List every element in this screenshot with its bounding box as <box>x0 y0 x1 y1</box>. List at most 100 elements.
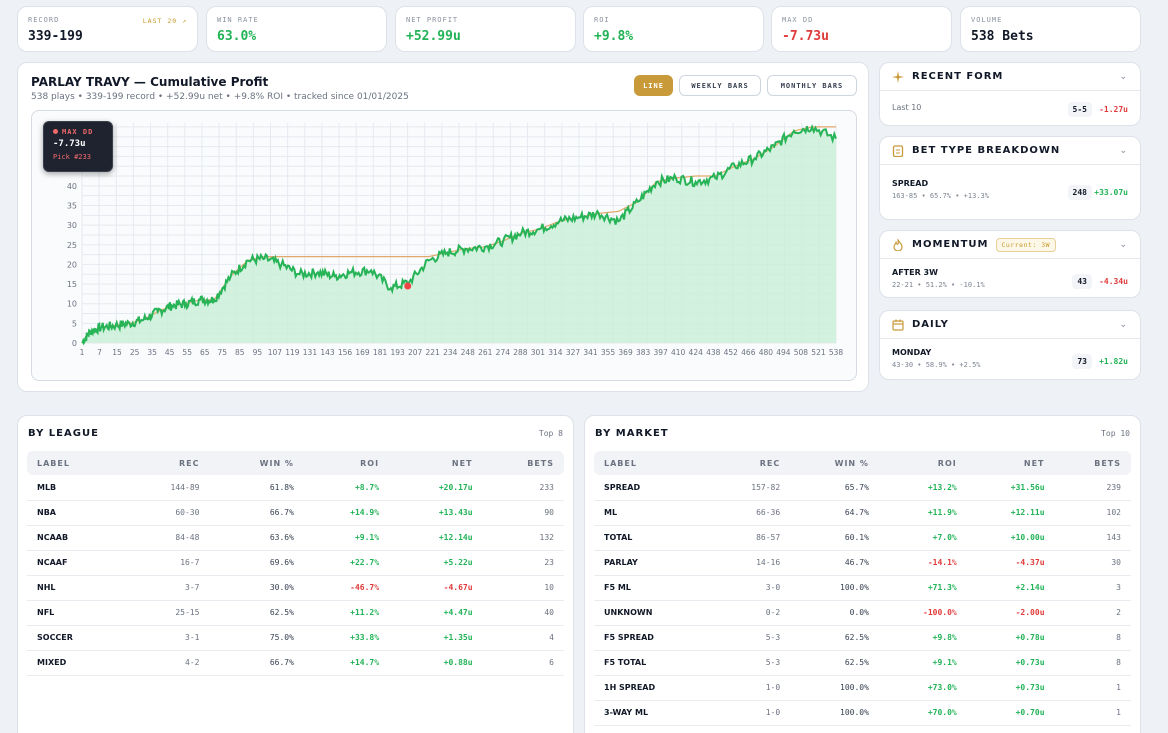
table-cell: 4 <box>482 625 564 651</box>
chevron-down-icon[interactable]: ⌄ <box>1119 145 1128 156</box>
column-header[interactable]: WIN % <box>790 451 879 475</box>
table-cell: NFL <box>27 600 125 626</box>
row-sub: 22-21 • 51.2% • -10.1% <box>892 281 985 289</box>
table-row[interactable]: 3-WAY ML 1-0 100.0% +70.0% +0.70u 1 <box>594 700 1131 726</box>
table-cell: 0.0% <box>790 600 879 626</box>
table-row[interactable]: TOTAL 86-57 60.1% +7.0% +10.00u 143 <box>594 525 1131 551</box>
table-row[interactable]: NCAAB 84-48 63.6% +9.1% +12.14u 132 <box>27 525 564 551</box>
column-header[interactable]: ROI <box>878 451 967 475</box>
table-row[interactable]: F5 SPREAD 5-3 62.5% +9.8% +0.78u 8 <box>594 625 1131 651</box>
table-row[interactable]: MIXED 4-2 66.7% +14.7% +0.88u 6 <box>27 650 564 676</box>
x-tick-label: 107 <box>268 348 283 357</box>
column-header[interactable]: NET <box>389 451 483 475</box>
table-row[interactable]: F5 ML 3-0 100.0% +71.3% +2.14u 3 <box>594 575 1131 601</box>
panel-title: MOMENTUM <box>912 239 989 250</box>
table-cell: -46.7% <box>303 575 390 601</box>
recent-form-header[interactable]: RECENT FORM ⌄ <box>880 63 1140 91</box>
chevron-down-icon[interactable]: ⌄ <box>1119 71 1128 82</box>
momentum-header[interactable]: MOMENTUM Current: 3W ⌄ <box>880 231 1140 259</box>
table-row[interactable]: PARLAY 14-16 46.7% -14.1% -4.37u 30 <box>594 550 1131 576</box>
table-row[interactable]: NFL 25-15 62.5% +11.2% +4.47u 40 <box>27 600 564 626</box>
table-cell: +73.0% <box>878 675 967 701</box>
y-tick-label: 0 <box>72 339 77 348</box>
row-count: 43 <box>1072 274 1092 289</box>
table-row[interactable]: SPREAD 157-82 65.7% +13.2% +31.56u 239 <box>594 475 1131 501</box>
table-cell: 8 <box>1054 650 1131 676</box>
table-body: SPREAD 157-82 65.7% +13.2% +31.56u 239 ML 66-36… <box>594 475 1131 726</box>
bet-type-header[interactable]: BET TYPE BREAKDOWN ⌄ <box>880 137 1140 165</box>
by-league-header: BY LEAGUE Top 8 <box>27 426 564 440</box>
table-cell: +0.70u <box>966 700 1055 726</box>
max-dd-marker <box>404 282 412 290</box>
row-label: MONDAY <box>892 348 932 357</box>
monthly-bars-toggle[interactable]: MONTHLY BARS <box>767 75 857 96</box>
weekly-bars-toggle[interactable]: WEEKLY BARS <box>679 75 761 96</box>
table-cell: 239 <box>1054 475 1131 501</box>
table-cell: 100.0% <box>790 575 879 601</box>
row-sub: 43-30 • 58.9% • +2.5% <box>892 361 981 369</box>
table-cell: NCAAB <box>27 525 125 551</box>
table-cell: +9.1% <box>878 650 967 676</box>
row-net: -4.34u <box>1099 277 1128 286</box>
column-header[interactable]: ROI <box>303 451 390 475</box>
table-cell: MIXED <box>27 650 125 676</box>
table-cell: 61.8% <box>209 475 304 501</box>
table-cell: 62.5% <box>790 650 879 676</box>
table-row[interactable]: MLB 144-89 61.8% +8.7% +20.17u 233 <box>27 475 564 501</box>
table-row[interactable]: ML 66-36 64.7% +11.9% +12.11u 102 <box>594 500 1131 526</box>
column-header[interactable]: BETS <box>482 451 564 475</box>
table-cell: NCAAF <box>27 550 125 576</box>
table-cell: ML <box>594 500 711 526</box>
table-cell: +9.8% <box>878 625 967 651</box>
x-tick-label: 466 <box>741 348 756 357</box>
table-cell: 1-0 <box>710 700 791 726</box>
chevron-down-icon[interactable]: ⌄ <box>1119 319 1128 330</box>
row-label: AFTER 3W <box>892 268 938 277</box>
table-cell: 30.0% <box>209 575 304 601</box>
panel-title: DAILY <box>912 319 949 330</box>
table-row[interactable]: NBA 60-30 66.7% +14.9% +13.43u 90 <box>27 500 564 526</box>
table-row[interactable]: 1H SPREAD 1-0 100.0% +73.0% +0.73u 1 <box>594 675 1131 701</box>
line-toggle[interactable]: LINE <box>634 75 673 96</box>
column-header[interactable]: REC <box>710 451 791 475</box>
table-row[interactable]: UNKNOWN 0-2 0.0% -100.0% -2.00u 2 <box>594 600 1131 626</box>
column-header[interactable]: BETS <box>1054 451 1131 475</box>
row-record: 5-5 <box>1067 102 1092 117</box>
table-row[interactable]: F5 TOTAL 5-3 62.5% +9.1% +0.73u 8 <box>594 650 1131 676</box>
column-header[interactable]: WIN % <box>209 451 304 475</box>
table-body: MLB 144-89 61.8% +8.7% +20.17u 233 NBA 60-30 66.… <box>27 475 564 676</box>
table-row[interactable]: NHL 3-7 30.0% -46.7% -4.67u 10 <box>27 575 564 601</box>
table-row[interactable]: SOCCER 3-1 75.0% +33.8% +1.35u 4 <box>27 625 564 651</box>
table-cell: +70.0% <box>878 700 967 726</box>
x-tick-label: 248 <box>461 348 476 357</box>
cumulative-profit-card: PARLAY TRAVY — Cumulative Profit 538 pla… <box>17 62 869 392</box>
last-20-link[interactable]: LAST 20 ↗ <box>142 17 187 25</box>
column-header[interactable]: LABEL <box>594 451 711 475</box>
daily-header[interactable]: DAILY ⌄ <box>880 311 1140 339</box>
table-cell: +9.1% <box>303 525 390 551</box>
plot-area[interactable]: 0510152025303540455055171525354555657585… <box>31 110 857 381</box>
clipboard-icon <box>892 144 904 157</box>
y-tick-label: 15 <box>67 280 77 289</box>
column-header[interactable]: NET <box>966 451 1055 475</box>
table-cell: 14-16 <box>710 550 791 576</box>
row-net: -1.27u <box>1099 105 1128 114</box>
table-cell: 1H SPREAD <box>594 675 711 701</box>
table-cell: +20.17u <box>389 475 483 501</box>
column-header[interactable]: REC <box>124 451 210 475</box>
table-cell: +14.7% <box>303 650 390 676</box>
table-cell: 66.7% <box>209 650 304 676</box>
chevron-down-icon[interactable]: ⌄ <box>1119 239 1128 250</box>
row-count: 73 <box>1072 354 1092 369</box>
x-tick-label: 45 <box>165 348 175 357</box>
stat-value: -7.73u <box>782 29 829 44</box>
table-cell: +33.8% <box>303 625 390 651</box>
column-header[interactable]: LABEL <box>27 451 125 475</box>
stat-label: NET PROFIT <box>406 16 459 24</box>
x-tick-label: 494 <box>776 348 791 357</box>
table-row[interactable]: NCAAF 16-7 69.6% +22.7% +5.22u 23 <box>27 550 564 576</box>
table-cell: 1 <box>1054 675 1131 701</box>
stat-card-net-profit: NET PROFIT +52.99u <box>395 6 576 52</box>
y-tick-label: 10 <box>67 300 77 309</box>
table-cell: F5 TOTAL <box>594 650 711 676</box>
